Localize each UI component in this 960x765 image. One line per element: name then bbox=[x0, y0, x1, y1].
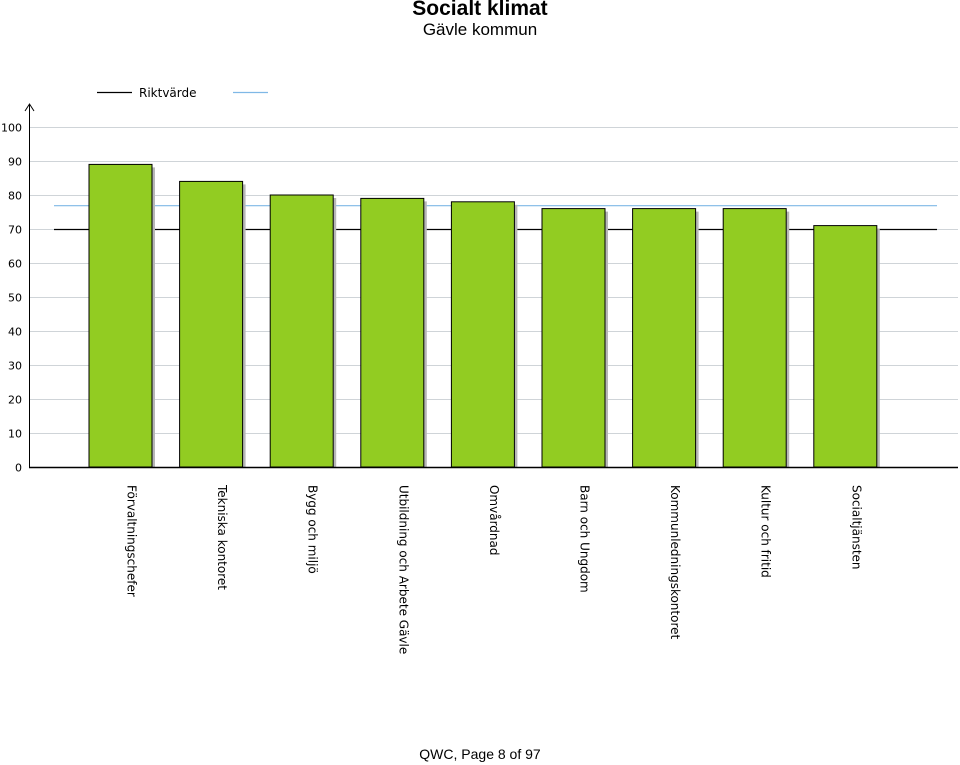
y-tick-label: 30 bbox=[8, 360, 22, 373]
y-tick-label: 10 bbox=[8, 428, 22, 441]
bars bbox=[88, 163, 880, 468]
x-category-labels: Förvaltningschefer Tekniska kontoret Bygg … bbox=[125, 484, 864, 654]
y-tick-label: 80 bbox=[8, 190, 22, 203]
legend-label: Riktvärde bbox=[139, 86, 197, 100]
bar bbox=[179, 180, 244, 468]
legend: Riktvärde bbox=[97, 86, 268, 100]
chart-title: Socialt klimat bbox=[412, 0, 548, 20]
y-axis-arrow bbox=[24, 103, 35, 112]
y-tick-label: 70 bbox=[8, 224, 22, 237]
bar bbox=[722, 208, 787, 468]
bar bbox=[450, 201, 515, 468]
page-footer: QWC, Page 8 of 97 bbox=[419, 746, 541, 762]
bar bbox=[632, 208, 697, 468]
y-tick-label: 0 bbox=[15, 462, 22, 475]
x-category-label: Kommunledningskontoret bbox=[668, 485, 682, 640]
x-category-label: Tekniska kontoret bbox=[215, 484, 229, 590]
y-tick-label: 90 bbox=[8, 156, 22, 169]
x-category-label: Utbildning och Arbete Gävle bbox=[396, 485, 410, 654]
y-tick-label: 60 bbox=[8, 258, 22, 271]
bar bbox=[88, 163, 153, 468]
x-category-label: Förvaltningschefer bbox=[125, 485, 139, 597]
chart-subtitle: Gävle kommun bbox=[422, 20, 538, 39]
y-tick-label: 20 bbox=[8, 394, 22, 407]
bar bbox=[813, 225, 878, 468]
bar bbox=[541, 208, 606, 468]
y-tick-label: 40 bbox=[8, 326, 22, 339]
y-tick-label: 100 bbox=[1, 122, 22, 135]
axes bbox=[24, 103, 958, 469]
bar bbox=[269, 194, 334, 468]
x-category-label: Omvårdnad bbox=[487, 485, 501, 556]
x-category-label: Barn och Ungdom bbox=[578, 485, 592, 593]
x-category-label: Bygg och miljö bbox=[306, 485, 320, 574]
y-tick-label: 50 bbox=[8, 292, 22, 305]
bar bbox=[360, 197, 425, 468]
x-category-label: Kultur och fritid bbox=[759, 485, 773, 578]
x-category-label: Socialtjänsten bbox=[849, 485, 863, 570]
y-tick-labels: 0 10 20 30 40 50 60 70 80 90 100 bbox=[1, 122, 22, 475]
